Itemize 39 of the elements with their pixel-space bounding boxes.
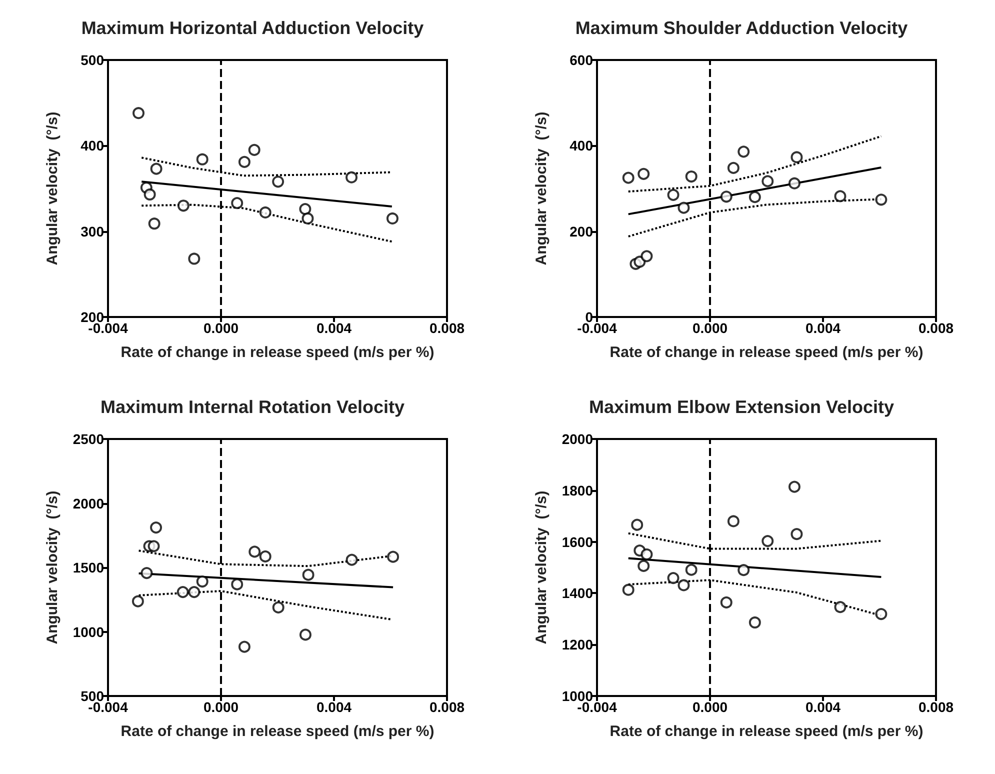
x-tick-label: 0.000	[203, 699, 239, 715]
x-axis-title: Rate of change in release speed (m/s per %)	[120, 723, 434, 740]
chart-title: Maximum Internal Rotation Velocity	[100, 397, 405, 417]
x-tick-label: 0.004	[316, 699, 352, 715]
x-tick-label: 0.008	[429, 699, 465, 715]
y-tick-label: 1400	[562, 585, 594, 602]
x-tick-label: 0.000	[692, 699, 728, 715]
chart-title: Maximum Shoulder Adduction Velocity	[575, 18, 908, 38]
x-tick-label: 0.004	[805, 699, 841, 715]
y-tick-label: 1200	[562, 636, 594, 653]
y-axis-title: Angular velocity (°/s)	[44, 490, 61, 644]
y-tick-label: 600	[570, 52, 594, 68]
y-tick-label: 1000	[72, 624, 104, 640]
x-tick-label: 0.000	[692, 320, 728, 336]
y-tick-label: 2500	[72, 431, 104, 447]
x-tick-label: 0.008	[918, 320, 954, 336]
chart-title: Maximum Horizontal Adduction Velocity	[81, 18, 424, 38]
y-axis-title: Angular velocity (°/s)	[533, 490, 550, 644]
y-axis-title: Angular velocity (°/s)	[533, 112, 550, 266]
x-axis-title: Rate of change in release speed (m/s per %)	[120, 344, 434, 361]
y-tick-label: 400	[80, 138, 104, 154]
y-tick-label: 2000	[562, 431, 594, 447]
y-tick-label: 400	[570, 138, 594, 154]
y-tick-label: 1500	[72, 560, 104, 576]
y-tick-label: 300	[80, 223, 104, 240]
y-axis-title: Angular velocity (°/s)	[44, 112, 61, 266]
x-axis-title: Rate of change in release speed (m/s per %)	[610, 344, 924, 361]
y-tick-label: 1800	[562, 482, 594, 498]
y-tick-label: 500	[80, 52, 104, 68]
chart-title: Maximum Elbow Extension Velocity	[588, 397, 894, 417]
y-tick-label: 1600	[562, 534, 594, 550]
x-tick-label: 0.008	[429, 320, 465, 336]
x-tick-label: 0.004	[316, 320, 352, 336]
x-tick-label: 0.008	[918, 699, 954, 715]
x-axis-title: Rate of change in release speed (m/s per %)	[610, 723, 924, 740]
x-tick-label: 0.004	[805, 320, 841, 336]
x-tick-label: 0.000	[203, 320, 239, 336]
y-tick-label: 2000	[72, 495, 104, 512]
y-tick-label: 200	[570, 223, 594, 240]
